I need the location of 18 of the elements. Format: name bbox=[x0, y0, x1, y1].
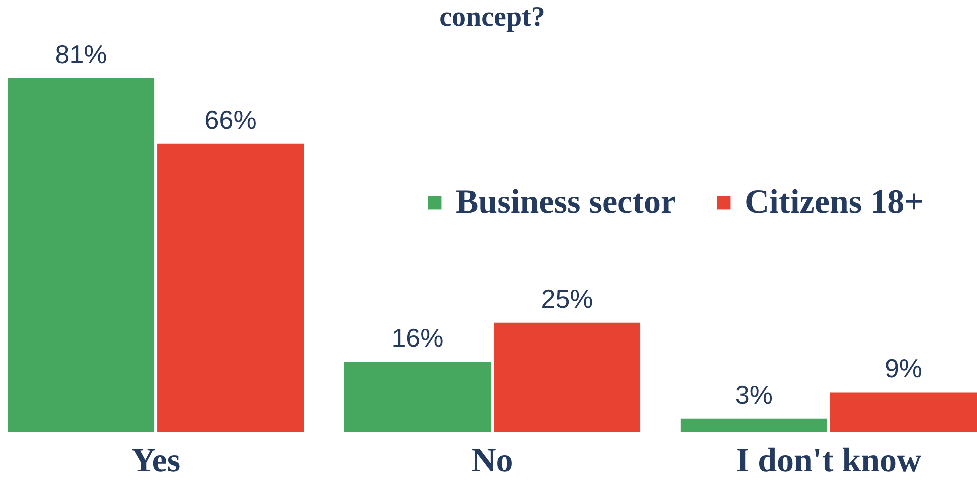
x-tick-label: Yes bbox=[131, 442, 181, 480]
data-label: 3% bbox=[735, 380, 773, 410]
bar bbox=[494, 322, 641, 432]
x-tick-label: I don't know bbox=[736, 442, 922, 480]
data-label: 81% bbox=[55, 39, 108, 70]
data-label: 9% bbox=[884, 354, 923, 384]
bar bbox=[344, 362, 492, 432]
x-tick-label: No bbox=[472, 442, 514, 480]
bar bbox=[830, 392, 977, 432]
legend-label: Citizens 18+ bbox=[745, 184, 924, 221]
bar bbox=[8, 78, 155, 432]
data-label: 16% bbox=[392, 323, 444, 354]
data-label: 66% bbox=[204, 104, 257, 135]
chart-title: concept? bbox=[440, 2, 546, 33]
legend-label: Business sector bbox=[456, 184, 676, 221]
bar bbox=[680, 418, 828, 432]
data-label: 25% bbox=[541, 284, 594, 314]
bar bbox=[158, 144, 304, 432]
